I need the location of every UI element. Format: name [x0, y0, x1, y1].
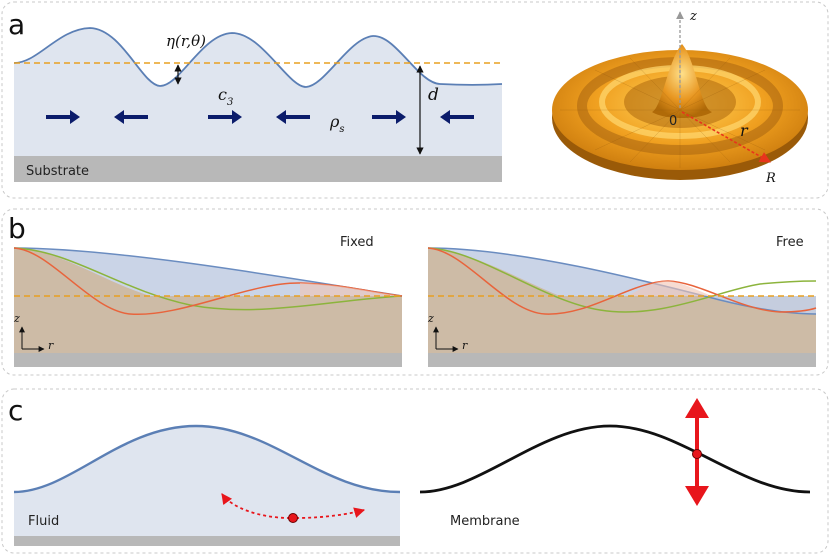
flow-arrow-left	[114, 110, 148, 124]
fixed-mode3-crest-fill	[300, 283, 402, 296]
z-axis-3d-label: z	[689, 9, 697, 24]
origin-label: 0	[669, 114, 677, 129]
fluid-label: Fluid	[28, 514, 59, 529]
R-radius-label: R	[765, 171, 776, 186]
fluid-bump-surface	[13, 424, 401, 494]
free-mode3-line	[427, 247, 817, 315]
membrane-particle	[692, 449, 702, 459]
flow-arrow-right	[208, 110, 242, 124]
flow-arrow-right	[372, 110, 406, 124]
free-modes-plot	[427, 247, 817, 367]
free-z-label: z	[427, 312, 434, 325]
panel-c-letter: c	[8, 394, 23, 427]
panel-b-frame	[1, 208, 829, 376]
fixed-fluid-base	[14, 296, 402, 353]
fluid-bump-layer	[14, 426, 400, 536]
free-mode3-crest-fill	[628, 281, 712, 296]
flow-arrows	[46, 110, 474, 124]
eta-label: η(r,θ)	[166, 32, 206, 50]
free-mode1-fill	[428, 248, 816, 314]
panel-c-frame	[1, 388, 829, 554]
membrane-curve	[419, 424, 811, 494]
free-axes-icon	[433, 326, 459, 352]
free-mode2-line	[427, 247, 817, 313]
fluid-particle	[288, 513, 298, 523]
substrate-label: Substrate	[26, 164, 89, 179]
membrane-label: Membrane	[450, 514, 520, 529]
fixed-substrate	[14, 353, 402, 367]
flow-arrow-left	[276, 110, 310, 124]
fluid-particle-path-right	[295, 507, 366, 519]
central-peak	[652, 44, 712, 118]
fixed-modes-plot	[13, 247, 403, 367]
fixed-title: Fixed	[340, 235, 374, 250]
fluid-particle-path-left	[221, 493, 291, 519]
r-axis-3d	[681, 111, 771, 163]
free-substrate	[428, 353, 816, 367]
c3-label: c3	[218, 85, 233, 108]
mesh-lines	[560, 52, 800, 168]
free-r-label: r	[462, 339, 468, 352]
panel-b-letter: b	[8, 212, 26, 245]
fixed-mode2-fill	[14, 248, 150, 296]
panel-a-frame	[1, 1, 829, 199]
fixed-r-label: r	[48, 339, 54, 352]
r-axis-3d-label: r	[740, 121, 749, 140]
fluid-substrate	[14, 536, 400, 546]
fixed-mode2-line	[13, 247, 403, 311]
fluid-layer	[14, 28, 502, 156]
fixed-axes-icon	[19, 326, 45, 352]
flow-arrow-right	[46, 110, 80, 124]
flow-arrow-left	[440, 110, 474, 124]
free-title: Free	[776, 235, 804, 250]
depth-label: d	[428, 85, 439, 105]
radial-wave-surface-3d	[552, 44, 808, 180]
panel-a-letter: a	[8, 8, 25, 41]
density-label: ρs	[329, 112, 345, 135]
fixed-z-label: z	[13, 312, 20, 325]
substrate-block	[14, 156, 502, 182]
